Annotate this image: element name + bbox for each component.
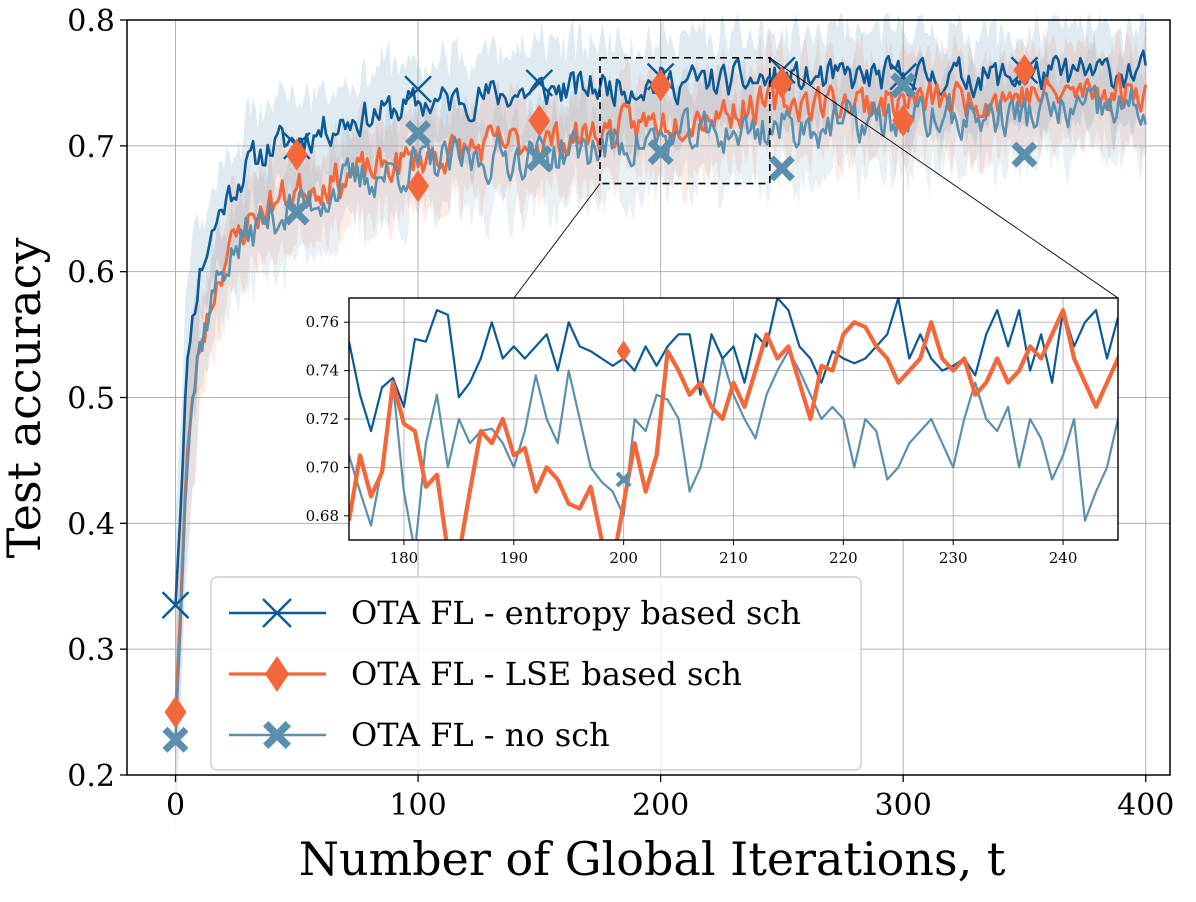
inset-ytick-label-2: 0.72 xyxy=(306,410,339,428)
zoom-overlay xyxy=(513,56,1119,299)
main-ytick-label-5: 0.7 xyxy=(67,130,115,165)
inset-xtick-label-5: 230 xyxy=(939,549,968,567)
marker-entropy-6 xyxy=(889,62,918,91)
main-ytick-label-2: 0.4 xyxy=(67,507,115,542)
main-ytick-label-6: 0.8 xyxy=(67,4,115,39)
main-xtick-label-4: 400 xyxy=(1117,788,1174,823)
inset-ytick-label-3: 0.74 xyxy=(306,362,339,380)
main-xtick-label-1: 100 xyxy=(389,788,446,823)
marker-nosch-4 xyxy=(647,139,674,166)
line-nosch xyxy=(174,84,1147,740)
inset-xtick-label-0: 180 xyxy=(390,549,419,567)
inset-xtick-label-6: 240 xyxy=(1049,549,1078,567)
marker-nosch-3 xyxy=(526,145,553,172)
marker-lse-4 xyxy=(649,69,672,102)
inset-xtick-label-1: 190 xyxy=(499,549,528,567)
inset-line-lse xyxy=(349,308,1118,540)
inset-marker-lse-200 xyxy=(616,340,631,363)
band-nosch xyxy=(175,31,1146,832)
inset-xtick-label-3: 210 xyxy=(719,549,748,567)
marker-entropy-0 xyxy=(161,591,190,619)
inset-ytick-label-0: 0.68 xyxy=(306,507,339,525)
marker-entropy-0-b xyxy=(161,591,190,619)
marker-nosch-6 xyxy=(890,72,917,99)
marker-entropy-6-b xyxy=(889,62,918,91)
marker-entropy-2 xyxy=(404,75,432,104)
y-axis-label: Test accuracy xyxy=(0,238,51,559)
inset-series-lines xyxy=(349,298,1118,540)
legend-item-nosch: OTA FL - no sch xyxy=(229,716,610,754)
marker-nosch-0 xyxy=(162,726,189,753)
main-ytick-label-3: 0.5 xyxy=(67,382,115,417)
legend-label-nosch: OTA FL - no sch xyxy=(351,716,610,754)
marker-nosch-1 xyxy=(283,199,310,226)
marker-lse-6 xyxy=(892,104,915,137)
marker-lse-7 xyxy=(1013,54,1036,87)
main-ytick-label-0: 0.2 xyxy=(67,759,115,794)
marker-lse-0 xyxy=(164,696,187,729)
legend-marker-entropy-b xyxy=(262,598,292,628)
zoom-box xyxy=(599,56,771,185)
main-xtick-label-3: 300 xyxy=(875,788,932,823)
line-entropy xyxy=(174,49,1147,606)
main-xtick-label-0: 0 xyxy=(166,788,185,823)
legend-marker-entropy xyxy=(262,598,292,628)
main-ytick-label-1: 0.3 xyxy=(67,633,115,668)
marker-entropy-2-b xyxy=(404,75,432,104)
main-series-lines xyxy=(174,49,1148,740)
main-xtick-label-2: 200 xyxy=(632,788,689,823)
marker-lse-5 xyxy=(770,66,793,99)
zoom-connector-right xyxy=(769,57,1119,299)
marker-nosch-5 xyxy=(768,155,795,182)
inset-xtick-label-2: 200 xyxy=(609,549,638,567)
zoom-connector-left xyxy=(513,183,601,299)
inset-marker-nosch-200 xyxy=(615,471,632,488)
legend-label-entropy: OTA FL - entropy based sch xyxy=(351,594,801,632)
legend-box xyxy=(210,576,862,771)
x-axis-label: Number of Global Iterations, t xyxy=(299,832,1006,886)
legend-marker-nosch xyxy=(263,721,291,749)
marker-lse-1 xyxy=(285,138,308,171)
marker-lse-2 xyxy=(407,170,430,203)
inset-ytick-label-4: 0.76 xyxy=(306,313,339,331)
legend-marker-lse xyxy=(265,656,289,692)
inset-ytick-label-1: 0.70 xyxy=(306,458,339,476)
marker-entropy-3 xyxy=(525,69,554,97)
main-series-markers xyxy=(161,54,1039,753)
inset-xtick-label-4: 220 xyxy=(829,549,858,567)
legend: OTA FL - entropy based sch OTA FL - LSE b… xyxy=(210,576,862,771)
main-axes: 0 100 200 300 400 0.2 0.3 0.4 0.5 0.6 0.7 0.8 xyxy=(67,4,1174,823)
marker-entropy-3-b xyxy=(525,69,554,97)
main-ytick-label-4: 0.6 xyxy=(67,256,115,291)
inset-plot: 180 190 200 210 220 230 240 0.68 0.70 0.72 0.74 0.7… xyxy=(306,297,1119,567)
legend-item-lse: OTA FL - LSE based sch xyxy=(229,655,742,693)
marker-nosch-7 xyxy=(1011,141,1038,168)
marker-lse-3 xyxy=(528,104,551,137)
legend-label-lse: OTA FL - LSE based sch xyxy=(351,655,742,693)
inset-line-entropy xyxy=(349,298,1118,433)
marker-nosch-2 xyxy=(405,120,432,147)
legend-item-entropy: OTA FL - entropy based sch xyxy=(229,594,801,632)
